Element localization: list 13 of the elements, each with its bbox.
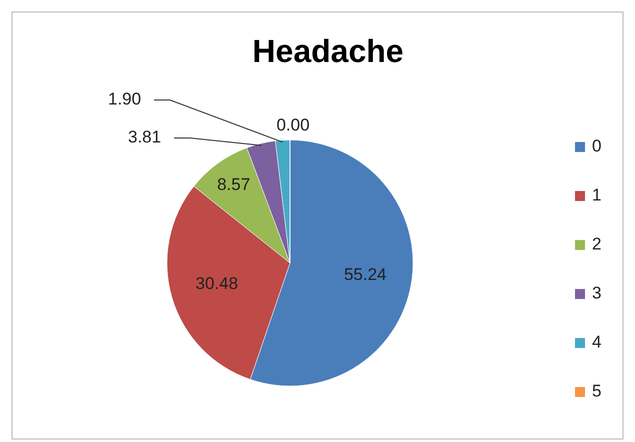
legend-label: 3 — [592, 283, 602, 302]
data-label: 1.90 — [108, 89, 142, 108]
legend-label: 4 — [592, 332, 602, 352]
data-label: 8.57 — [217, 174, 250, 194]
legend-label: 5 — [592, 381, 602, 400]
data-label: 55.24 — [344, 264, 386, 284]
data-label: 30.48 — [196, 274, 238, 293]
text: 0.00 — [276, 115, 310, 134]
legend-label: 0 — [592, 136, 602, 156]
data-label: 3.81 — [128, 127, 162, 146]
chart-title: Headache — [252, 33, 404, 69]
legend-label: 2 — [592, 234, 602, 254]
legend-label: 1 — [592, 185, 602, 204]
